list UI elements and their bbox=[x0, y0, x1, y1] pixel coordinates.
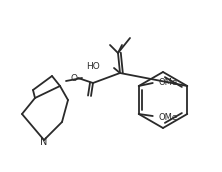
Text: OMe: OMe bbox=[159, 78, 178, 87]
Text: N: N bbox=[40, 137, 48, 147]
Text: O: O bbox=[71, 73, 77, 83]
Text: OMe: OMe bbox=[159, 112, 178, 121]
Text: HO: HO bbox=[86, 62, 100, 71]
